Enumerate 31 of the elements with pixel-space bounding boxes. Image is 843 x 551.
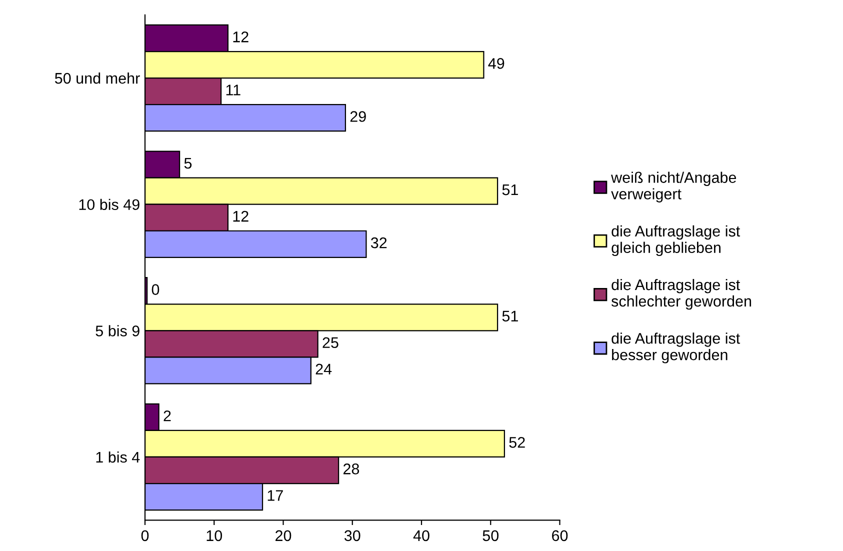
x-tick-label: 20 <box>276 530 292 542</box>
x-tick-label: 0 <box>141 530 149 542</box>
legend-label: die Auftragslage ist gleich geblieben <box>612 225 740 256</box>
data-label: 0 <box>152 284 160 295</box>
data-label: 52 <box>509 437 525 448</box>
data-label: 5 <box>184 158 192 169</box>
data-label: 49 <box>488 58 504 69</box>
data-label: 17 <box>268 490 283 501</box>
data-label: 32 <box>370 237 387 248</box>
x-tick-label: 60 <box>552 530 568 542</box>
legend-label: weiß nicht/Angabe verweigert <box>611 172 736 202</box>
data-label: 24 <box>316 364 332 374</box>
x-tick-label: 50 <box>482 530 499 542</box>
data-label: 25 <box>322 337 338 348</box>
data-label: 51 <box>502 184 518 196</box>
x-tick-label: 10 <box>206 530 222 542</box>
y-tick-label: 10 bis 49 <box>79 198 140 210</box>
x-tick-label: 30 <box>344 530 360 542</box>
data-label: 29 <box>350 111 366 122</box>
data-label: 2 <box>164 410 171 422</box>
x-tick-label: 40 <box>413 530 430 542</box>
data-label: 12 <box>233 210 248 222</box>
data-label: 51 <box>502 310 518 322</box>
y-tick-label: 50 und mehr <box>54 72 140 84</box>
data-label: 12 <box>233 32 248 42</box>
data-label: 28 <box>343 464 360 474</box>
legend-label: die Auftragslage ist schlechter geworden <box>611 278 752 310</box>
data-label: 11 <box>226 84 240 96</box>
y-tick-label: 1 bis 4 <box>96 451 140 463</box>
y-tick-label: 5 bis 9 <box>96 325 140 336</box>
legend-label: die Auftragslage ist besser geworden <box>612 332 740 364</box>
